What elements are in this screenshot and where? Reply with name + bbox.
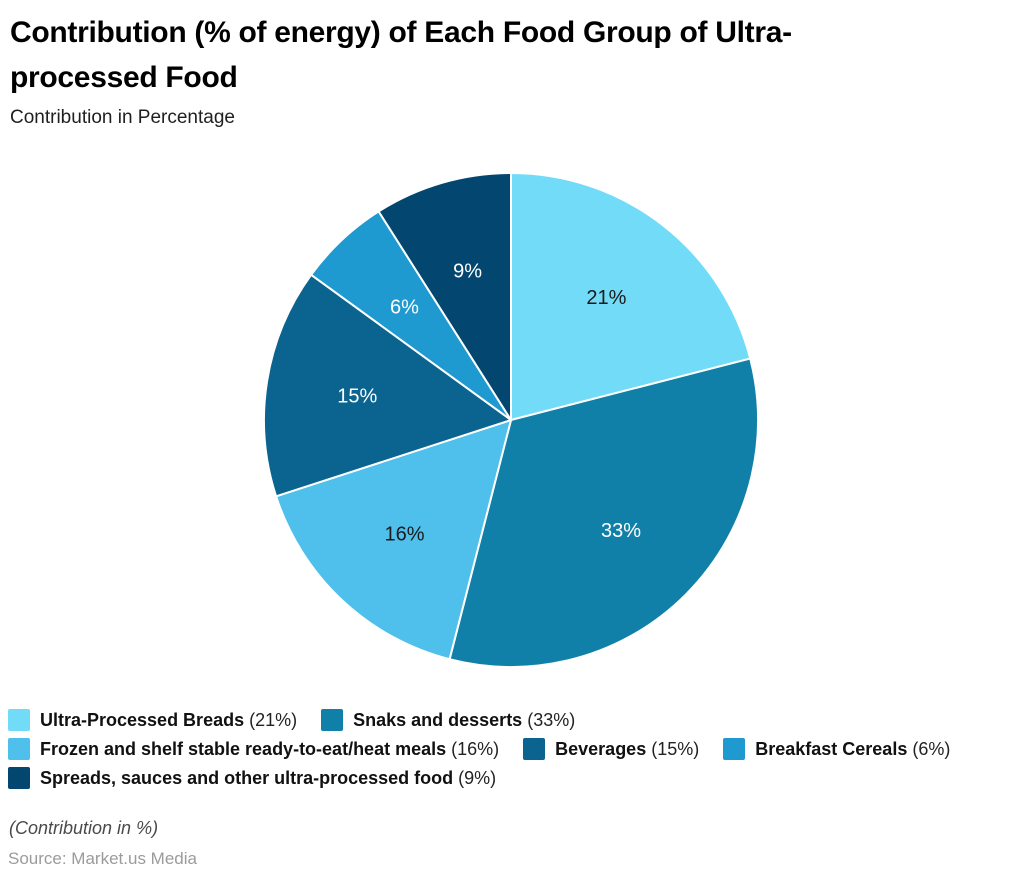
- legend-label-snaks-and-desserts: Snaks and desserts (33%): [353, 709, 576, 730]
- pie-slice-label-frozen-and-shelf-stable-ready-to-eat-heat-meals: 16%: [384, 523, 424, 545]
- legend-item-spreads-sauces-and-other-ultra-processed-food[interactable]: Spreads, sauces and other ultra-processe…: [8, 767, 496, 789]
- legend-item-snaks-and-desserts[interactable]: Snaks and desserts (33%): [321, 709, 575, 731]
- chart-title-line-2: processed Food: [10, 61, 238, 94]
- pie-slice-label-spreads-sauces-and-other-ultra-processed-food: 9%: [453, 261, 482, 283]
- legend-swatch-breakfast-cereals: [723, 738, 746, 760]
- unit-note: (Contribution in %): [9, 818, 159, 838]
- pie-slice-beverages[interactable]: [263, 273, 512, 498]
- chart-title-line-1: Contribution (% of energy) of Each Food …: [10, 16, 792, 49]
- source-note: Source: Market.us Media: [8, 849, 197, 868]
- pie-slice-snaks-and-desserts[interactable]: [448, 357, 759, 668]
- legend-swatch-spreads-sauces-and-other-ultra-processed-food: [8, 767, 30, 789]
- legend-label-breakfast-cereals: Breakfast Cereals (6%): [755, 738, 951, 759]
- pie-chart: 21% 33% 16% 15% 6% 9%: [263, 172, 759, 668]
- legend-row: Frozen and shelf stable ready-to-eat/hea…: [8, 737, 950, 761]
- chart-legend: Ultra-Processed Breads (21%) Snaks and de…: [8, 708, 950, 790]
- pie-slice-spreads-sauces-and-other-ultra-processed-food[interactable]: [377, 172, 512, 421]
- legend-swatch-snaks-and-desserts: [321, 709, 344, 731]
- legend-label-ultra-processed-breads: Ultra-Processed Breads (21%): [40, 709, 298, 730]
- legend-item-ultra-processed-breads[interactable]: Ultra-Processed Breads (21%): [8, 709, 297, 731]
- legend-swatch-beverages: [523, 738, 546, 760]
- legend-label-beverages: Beverages (15%): [555, 738, 700, 759]
- chart-header: Contribution (% of energy) of Each Food …: [10, 10, 1010, 129]
- pie-slice-label-beverages: 15%: [337, 386, 377, 408]
- chart-title: Contribution (% of energy) of Each Food …: [10, 10, 1010, 100]
- pie-slice-label-snaks-and-desserts: 33%: [601, 520, 641, 542]
- pie-slice-ultra-processed-breads[interactable]: [510, 172, 752, 421]
- pie-slice-label-ultra-processed-breads: 21%: [586, 287, 626, 309]
- legend-item-beverages[interactable]: Beverages (15%): [523, 738, 699, 760]
- pie-slice-frozen-and-shelf-stable-ready-to-eat-heat-meals[interactable]: [275, 419, 512, 661]
- pie-slice-label-breakfast-cereals: 6%: [390, 297, 419, 319]
- legend-item-frozen-and-shelf-stable-ready-to-eat-heat-meals[interactable]: Frozen and shelf stable ready-to-eat/hea…: [8, 738, 499, 760]
- legend-label-spreads-sauces-and-other-ultra-processed-food: Spreads, sauces and other ultra-processe…: [40, 767, 497, 788]
- legend-row: Ultra-Processed Breads (21%) Snaks and de…: [8, 708, 950, 732]
- chart-subtitle: Contribution in Percentage: [10, 107, 235, 128]
- legend-item-breakfast-cereals[interactable]: Breakfast Cereals (6%): [723, 738, 950, 760]
- legend-label-frozen-and-shelf-stable-ready-to-eat-heat-meals: Frozen and shelf stable ready-to-eat/hea…: [40, 738, 500, 759]
- legend-row: Spreads, sauces and other ultra-processe…: [8, 766, 950, 790]
- legend-swatch-ultra-processed-breads: [8, 709, 30, 731]
- legend-swatch-frozen-and-shelf-stable-ready-to-eat-heat-meals: [8, 738, 30, 760]
